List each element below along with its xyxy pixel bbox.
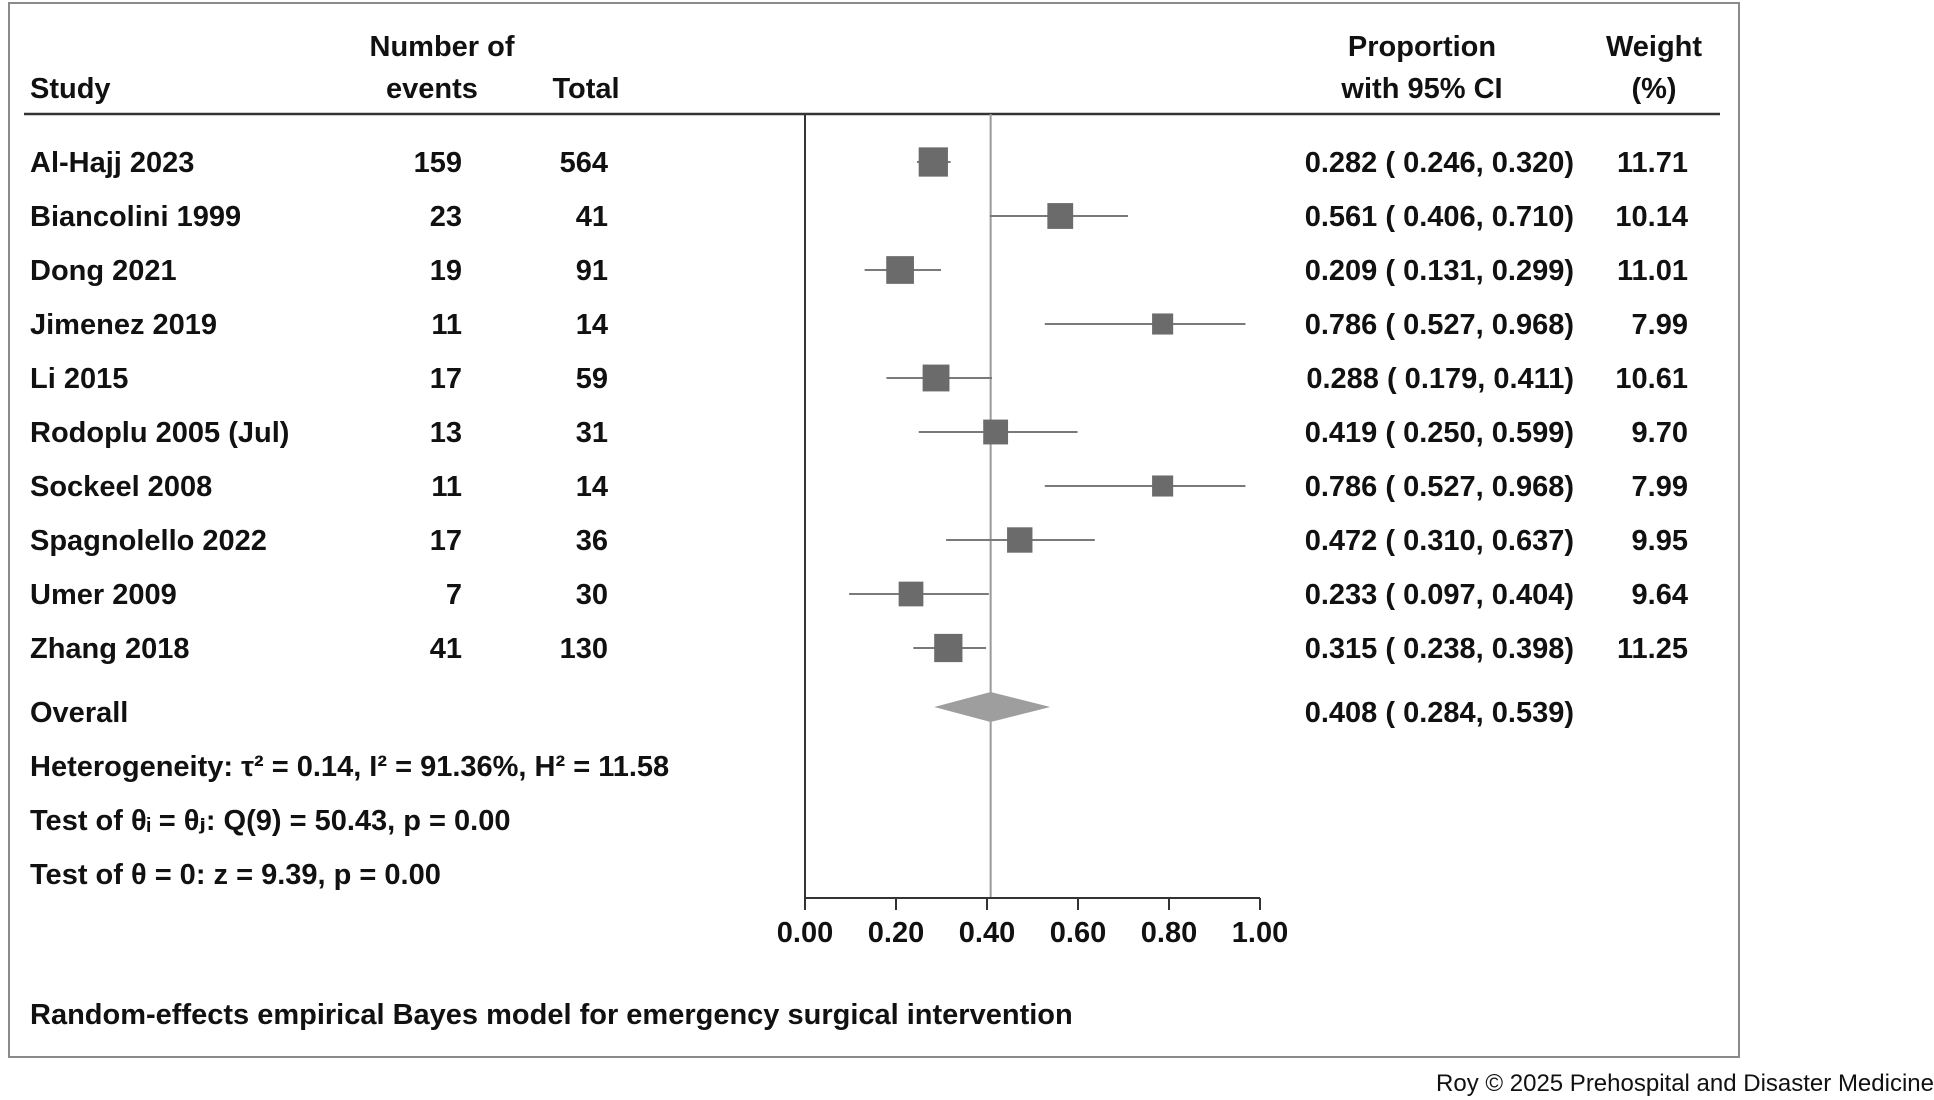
- study-ci-text: 0.209 ( 0.131, 0.299): [1305, 255, 1574, 287]
- x-tick-label: 0.00: [777, 917, 833, 949]
- study-weight: 7.99: [1632, 309, 1688, 341]
- study-name: Li 2015: [30, 363, 128, 395]
- study-ci-text: 0.786 ( 0.527, 0.968): [1305, 471, 1574, 503]
- study-weight: 9.70: [1632, 417, 1688, 449]
- point-estimate-marker: [1152, 313, 1174, 335]
- study-ci-text: 0.282 ( 0.246, 0.320): [1305, 147, 1574, 179]
- header-events-line1: Number of: [370, 31, 515, 63]
- header-events-line2: events: [386, 73, 478, 105]
- study-row: Zhang 2018 41 130 0.315 ( 0.238, 0.398) 11.2…: [30, 633, 1688, 665]
- copyright-credit: Roy © 2025 Prehospital and Disaster Medi…: [1436, 1070, 1934, 1097]
- study-row: Biancolini 1999 23 41 0.561 ( 0.406, 0.710)…: [30, 201, 1688, 233]
- study-rows: Al-Hajj 2023 159 564 0.282 ( 0.246, 0.320) 1…: [30, 147, 1688, 665]
- point-estimate-marker: [934, 633, 963, 663]
- study-ci-text: 0.472 ( 0.310, 0.637): [1305, 525, 1574, 557]
- study-row: Rodoplu 2005 (Jul) 13 31 0.419 ( 0.250, 0.5…: [30, 417, 1688, 449]
- x-tick-label: 0.20: [868, 917, 924, 949]
- study-name: Sockeel 2008: [30, 471, 212, 503]
- point-estimate-marker: [1007, 527, 1033, 553]
- study-name: Jimenez 2019: [30, 309, 217, 341]
- x-ticks: 0.00 0.20 0.40 0.60 0.80 1.00: [777, 898, 1288, 949]
- study-row: Al-Hajj 2023 159 564 0.282 ( 0.246, 0.320) 1…: [30, 147, 1688, 179]
- study-weight: 11.71: [1617, 147, 1688, 179]
- header-weight-line2: (%): [1631, 73, 1676, 105]
- point-estimate-marker: [886, 256, 914, 284]
- study-ci-text: 0.315 ( 0.238, 0.398): [1305, 633, 1574, 665]
- x-tick-label: 0.80: [1141, 917, 1197, 949]
- study-total: 14: [576, 309, 608, 341]
- study-weight: 9.64: [1632, 579, 1688, 611]
- study-events: 17: [430, 363, 462, 395]
- study-ci-text: 0.419 ( 0.250, 0.599): [1305, 417, 1574, 449]
- study-weight: 11.01: [1617, 255, 1688, 287]
- study-events: 17: [430, 525, 462, 557]
- study-row: Spagnolello 2022 17 36 0.472 ( 0.310, 0.637…: [30, 525, 1688, 557]
- test-theta-zero-text: Test of θ = 0: z = 9.39, p = 0.00: [30, 859, 441, 891]
- study-events: 23: [430, 201, 462, 233]
- header-ci-line1: Proportion: [1348, 31, 1496, 63]
- x-tick-label: 0.40: [959, 917, 1015, 949]
- study-ci-text: 0.233 ( 0.097, 0.404): [1305, 579, 1574, 611]
- study-weight: 10.14: [1615, 201, 1688, 233]
- point-estimate-marker: [1047, 203, 1074, 229]
- study-row: Dong 2021 19 91 0.209 ( 0.131, 0.299) 11.01: [30, 255, 1688, 287]
- header-study: Study: [30, 73, 111, 105]
- overall-label: Overall: [30, 697, 128, 729]
- point-estimate-marker: [983, 419, 1009, 445]
- study-row: Umer 2009 7 30 0.233 ( 0.097, 0.404) 9.64: [30, 579, 1688, 611]
- study-events: 19: [430, 255, 462, 287]
- study-row: Li 2015 17 59 0.288 ( 0.179, 0.411) 10.61: [30, 363, 1688, 395]
- study-row: Jimenez 2019 11 14 0.786 ( 0.527, 0.968) 7.9…: [30, 309, 1688, 341]
- study-weight: 10.61: [1615, 363, 1688, 395]
- study-events: 41: [430, 633, 462, 665]
- overall-ci-text: 0.408 ( 0.284, 0.539): [1305, 697, 1574, 729]
- study-weight: 9.95: [1632, 525, 1688, 557]
- test-theta-ij-text: Test of θᵢ = θⱼ: Q(9) = 50.43, p = 0.00: [30, 805, 510, 837]
- study-events: 7: [446, 579, 462, 611]
- study-ci-text: 0.288 ( 0.179, 0.411): [1306, 363, 1574, 395]
- x-tick-label: 1.00: [1232, 917, 1288, 949]
- study-events: 11: [431, 309, 462, 341]
- study-name: Spagnolello 2022: [30, 525, 267, 557]
- study-total: 14: [576, 471, 608, 503]
- study-ci-text: 0.786 ( 0.527, 0.968): [1305, 309, 1574, 341]
- heterogeneity-text: Heterogeneity: τ² = 0.14, I² = 91.36%, H…: [30, 751, 669, 783]
- study-name: Al-Hajj 2023: [30, 147, 194, 179]
- point-estimate-marker: [918, 147, 948, 177]
- study-events: 13: [430, 417, 462, 449]
- point-estimate-marker: [1152, 475, 1174, 497]
- study-total: 36: [576, 525, 608, 557]
- header-total: Total: [552, 73, 619, 105]
- figure-frame: [8, 2, 1740, 1058]
- study-total: 91: [576, 255, 608, 287]
- header-weight-line1: Weight: [1606, 31, 1702, 63]
- overall-diamond: [934, 692, 1051, 722]
- model-footnote: Random-effects empirical Bayes model for…: [30, 999, 1073, 1031]
- point-estimate-marker: [922, 364, 950, 392]
- study-events: 159: [414, 147, 462, 179]
- study-name: Zhang 2018: [30, 633, 190, 665]
- study-weight: 11.25: [1617, 633, 1688, 665]
- study-total: 30: [576, 579, 608, 611]
- study-name: Rodoplu 2005 (Jul): [30, 417, 289, 449]
- study-ci-text: 0.561 ( 0.406, 0.710): [1305, 201, 1574, 233]
- study-row: Sockeel 2008 11 14 0.786 ( 0.527, 0.968) 7.9…: [30, 471, 1688, 503]
- study-total: 130: [560, 633, 608, 665]
- x-tick-label: 0.60: [1050, 917, 1106, 949]
- study-total: 41: [576, 201, 608, 233]
- header-ci-line2: with 95% CI: [1340, 73, 1502, 105]
- point-estimate-marker: [898, 581, 924, 607]
- study-total: 59: [576, 363, 608, 395]
- study-total: 564: [560, 147, 608, 179]
- study-total: 31: [576, 417, 608, 449]
- study-name: Umer 2009: [30, 579, 177, 611]
- study-weight: 7.99: [1632, 471, 1688, 503]
- study-events: 11: [431, 471, 462, 503]
- study-name: Biancolini 1999: [30, 201, 241, 233]
- study-name: Dong 2021: [30, 255, 177, 287]
